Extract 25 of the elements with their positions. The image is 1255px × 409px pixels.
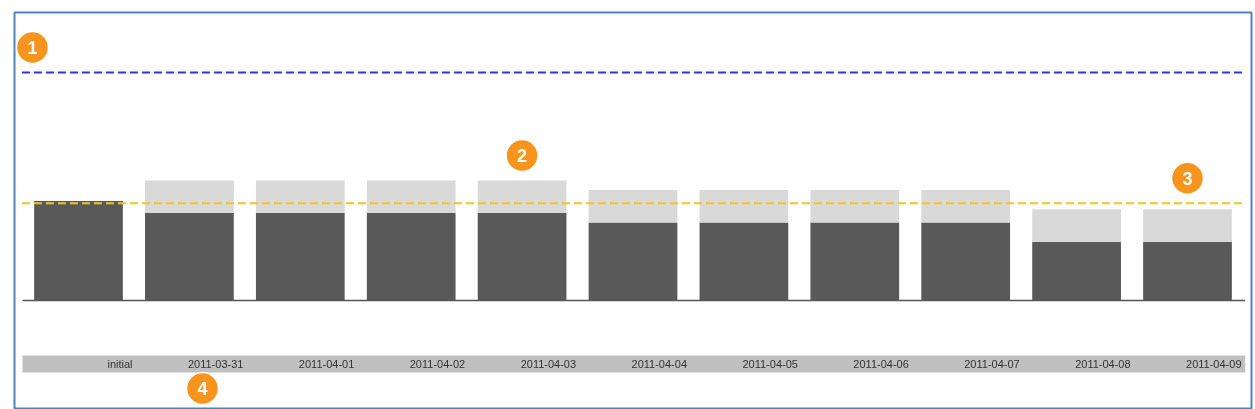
annotation: 3 (1182, 168, 1193, 189)
x-tick-label: 2011-04-05 (742, 358, 798, 370)
bar (255, 180, 345, 213)
bar (1032, 209, 1121, 242)
x-tick-label: 2011-04-01 (298, 358, 355, 370)
x-tick-label: initial (107, 358, 133, 370)
bar (477, 180, 567, 213)
x-tick-label: 2011-04-09 (1186, 358, 1242, 370)
x-tick-label: 2011-04-08 (1075, 358, 1131, 370)
bar (921, 190, 1011, 223)
x-tick-label: 2011-04-03 (520, 358, 577, 370)
bar (588, 190, 678, 223)
x-tick-label: 2011-04-07 (964, 358, 1020, 370)
annotation: 2 (517, 146, 528, 166)
x-tick-label: 2011-04-06 (853, 358, 909, 370)
bar (145, 180, 234, 213)
text: 4 (197, 379, 208, 399)
bar (366, 180, 456, 213)
annotation: 1 (27, 38, 38, 58)
bar (699, 190, 789, 223)
x-tick-label: 2011-04-02 (409, 358, 466, 370)
bar (810, 190, 900, 223)
x-tick-label: 2011-04-04 (631, 358, 687, 370)
x-tick-label: 2011-03-31 (187, 358, 244, 370)
bar (1143, 209, 1232, 242)
